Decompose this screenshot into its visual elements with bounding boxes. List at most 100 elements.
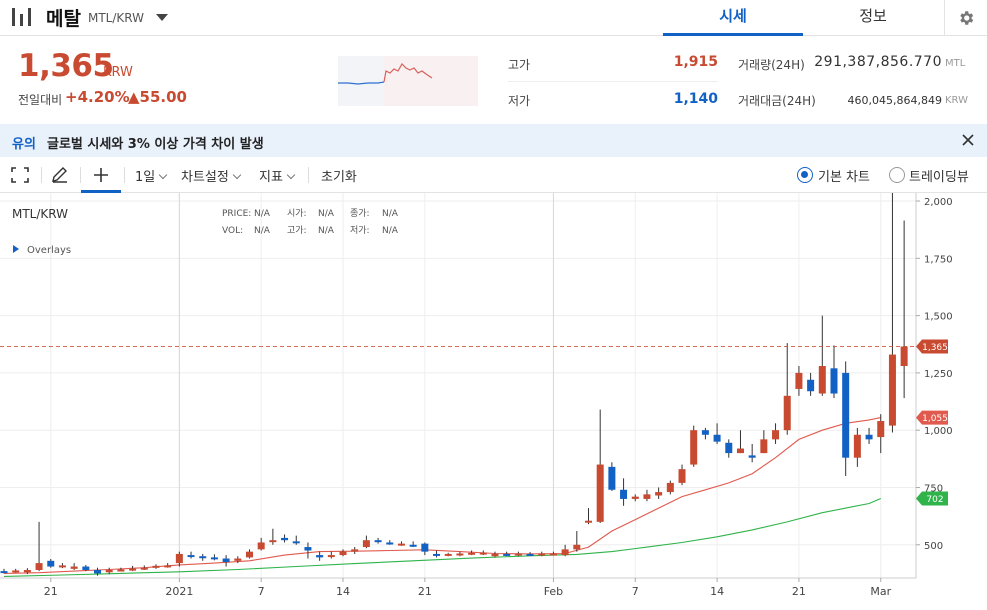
coin-name[interactable]: 메탈 <box>46 8 81 30</box>
tradingview-radio[interactable] <box>889 167 905 183</box>
candle-down[interactable] <box>421 543 429 552</box>
candle-up[interactable] <box>631 496 639 499</box>
candle-down[interactable] <box>374 540 382 543</box>
candle-up[interactable] <box>468 552 476 555</box>
candle-up[interactable] <box>234 558 242 561</box>
crosshair-icon[interactable] <box>90 165 112 185</box>
candle-down[interactable] <box>304 547 312 551</box>
reset-button[interactable]: 초기화 <box>321 170 357 185</box>
candle-down[interactable] <box>47 560 55 567</box>
candle-up[interactable] <box>514 553 522 556</box>
candle-up[interactable] <box>175 553 183 564</box>
candle-up[interactable] <box>561 549 569 556</box>
candle-down[interactable] <box>316 555 324 558</box>
candle-down[interactable] <box>865 434 873 440</box>
tradingview-label[interactable]: 트레이딩뷰 <box>909 170 969 185</box>
candle-up[interactable] <box>538 553 546 556</box>
candle-up[interactable] <box>140 567 148 570</box>
candle-down[interactable] <box>713 434 721 442</box>
candle-up[interactable] <box>783 395 791 431</box>
candle-down[interactable] <box>807 379 815 392</box>
candle-up[interactable] <box>643 494 651 499</box>
candle-up[interactable] <box>117 569 125 572</box>
candle-down[interactable] <box>503 553 511 556</box>
candle-up[interactable] <box>491 553 499 557</box>
candle-up[interactable] <box>105 569 113 573</box>
basic-chart-label[interactable]: 기본 차트 <box>818 170 870 185</box>
candle-up[interactable] <box>690 430 698 465</box>
close-icon[interactable] <box>958 130 978 150</box>
candle-up[interactable] <box>397 543 405 546</box>
chart-settings-dropdown[interactable]: 차트설정 <box>181 166 242 185</box>
basic-chart-radio[interactable] <box>797 167 813 183</box>
pencil-icon[interactable] <box>49 165 71 185</box>
candle-up[interactable] <box>444 553 452 556</box>
candle-up[interactable] <box>12 570 20 573</box>
candle-up[interactable] <box>666 482 674 493</box>
candle-up[interactable] <box>795 372 803 389</box>
candle-up[interactable] <box>23 569 31 573</box>
candle-up[interactable] <box>456 553 464 556</box>
candle-up[interactable] <box>853 434 861 458</box>
candle-up[interactable] <box>362 540 370 548</box>
candle-down[interactable] <box>701 430 709 435</box>
candle-down[interactable] <box>222 558 230 562</box>
coin-pair[interactable]: MTL/KRW <box>88 11 144 25</box>
candle-down[interactable] <box>0 571 8 574</box>
candle-up[interactable] <box>152 565 160 568</box>
candle-up[interactable] <box>900 346 908 367</box>
candle-up[interactable] <box>257 542 265 550</box>
candle-up[interactable] <box>573 544 581 550</box>
indicators-dropdown[interactable]: 지표 <box>259 166 296 185</box>
candle-down[interactable] <box>620 489 628 499</box>
candle-up[interactable] <box>351 549 359 552</box>
chevron-down-icon[interactable] <box>156 14 168 21</box>
settings-button[interactable] <box>944 0 987 36</box>
candle-down[interactable] <box>210 557 218 560</box>
metal-logo-icon <box>12 8 31 26</box>
candle-down[interactable] <box>292 541 300 544</box>
candle-up[interactable] <box>549 553 557 556</box>
candle-down[interactable] <box>433 553 441 556</box>
candle-down[interactable] <box>526 553 534 556</box>
fullscreen-icon[interactable] <box>9 165 31 185</box>
candle-up[interactable] <box>327 555 335 558</box>
candle-down[interactable] <box>94 569 102 574</box>
candle-down[interactable] <box>842 372 850 458</box>
candle-down[interactable] <box>82 566 90 570</box>
candle-up[interactable] <box>479 552 487 555</box>
candle-up[interactable] <box>655 492 663 496</box>
candle-down[interactable] <box>386 542 394 545</box>
candle-up[interactable] <box>888 354 896 426</box>
candle-down[interactable] <box>187 555 195 558</box>
expand-triangle-icon[interactable] <box>13 245 19 253</box>
candle-down[interactable] <box>199 556 207 559</box>
candle-up[interactable] <box>877 421 885 438</box>
candle-down[interactable] <box>409 544 417 547</box>
candle-up[interactable] <box>585 520 592 523</box>
interval-dropdown[interactable]: 1일 <box>135 166 168 185</box>
candle-up[interactable] <box>129 568 137 571</box>
candle-up[interactable] <box>772 430 780 440</box>
ohlc-info-text: 저가: <box>350 225 370 236</box>
candlestick-chart[interactable]: 500 750 1,000 1,250 1,500 1,750 2,000 21 2021 7 14… <box>0 193 987 610</box>
candle-down[interactable] <box>608 466 616 490</box>
candle-up[interactable] <box>678 469 686 483</box>
tab-quote[interactable]: 시세 <box>663 0 803 36</box>
candle-up[interactable] <box>269 540 277 543</box>
candle-down[interactable] <box>281 537 289 541</box>
tab-info[interactable]: 정보 <box>859 7 887 25</box>
candle-down[interactable] <box>725 442 733 454</box>
candle-up[interactable] <box>339 551 347 556</box>
candle-up[interactable] <box>164 565 172 568</box>
candle-up[interactable] <box>818 366 826 394</box>
candle-up[interactable] <box>70 566 78 569</box>
candle-up[interactable] <box>760 439 768 454</box>
candle-up[interactable] <box>245 551 253 558</box>
candle-up[interactable] <box>736 448 744 454</box>
candle-up[interactable] <box>596 464 604 522</box>
candle-down[interactable] <box>830 368 838 394</box>
candle-up[interactable] <box>58 565 66 568</box>
candle-down[interactable] <box>748 455 756 458</box>
candle-up[interactable] <box>35 563 43 570</box>
